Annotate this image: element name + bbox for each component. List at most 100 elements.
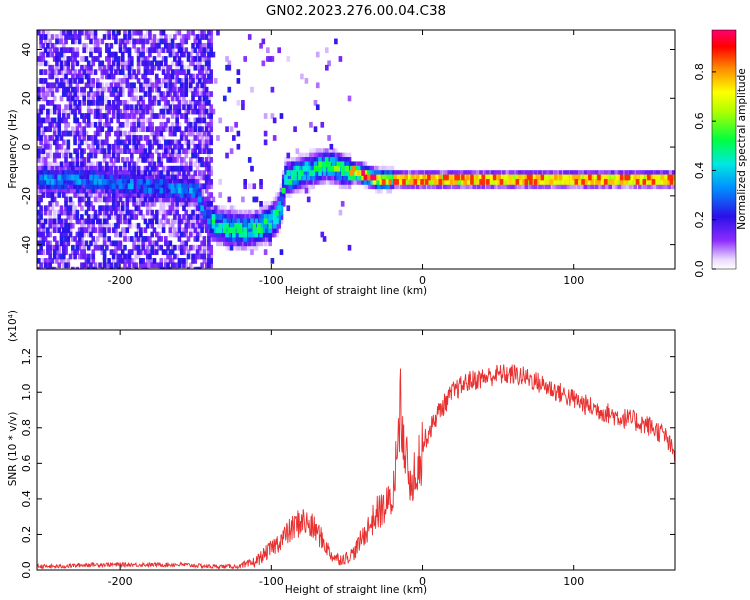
spectrogram-cell (404, 183, 409, 190)
spectrogram-cell (204, 148, 209, 154)
spectrogram-cell (290, 170, 295, 176)
spectrogram-cell (529, 170, 533, 176)
spectrogram-cell (186, 192, 191, 198)
spectrogram-cell (526, 170, 531, 176)
spectrogram-cell (188, 73, 193, 80)
spectrogram-cell (179, 130, 184, 137)
spectrogram-cell (114, 249, 118, 255)
spectrogram-cell (120, 148, 125, 154)
spectrogram-cell (123, 104, 127, 111)
spectrogram-cell (306, 170, 311, 176)
spectrogram-cell (82, 42, 86, 49)
spectrogram-cell (522, 183, 526, 190)
spectrogram-cell (585, 183, 590, 190)
spectrogram-cell (626, 170, 631, 176)
spectrogram-cell (456, 174, 461, 181)
spectrogram-cell (266, 222, 270, 229)
spectrogram-cell (98, 82, 102, 89)
spectrogram-cell (225, 152, 229, 159)
spectrogram-cell (207, 174, 211, 181)
spectrogram-cell (134, 113, 139, 119)
spectrogram-cell (127, 258, 132, 264)
spectrogram-cell (61, 249, 66, 255)
spectrogram-cell (102, 253, 107, 260)
spectrogram-cell (68, 214, 73, 220)
spectrogram-cell (136, 236, 141, 242)
spectrogram-cell (424, 179, 429, 185)
spectrogram-cell (152, 262, 157, 269)
spectrogram-cell (513, 170, 517, 176)
spectrogram-cell (134, 174, 139, 181)
spectrogram-cell (268, 214, 272, 220)
spectrogram-cell (315, 174, 320, 181)
spectrogram-cell (68, 227, 73, 234)
spectrogram-cell (136, 60, 141, 67)
spectrogram-cell (340, 165, 345, 172)
spectrogram-cell (209, 179, 213, 185)
spectrogram-cell (64, 126, 68, 133)
spectrogram-cell (48, 187, 52, 194)
spectrogram-cell (263, 240, 268, 247)
spectrogram-cell (510, 170, 515, 176)
spectrogram-cell (284, 179, 288, 185)
spectrogram-plot-area (37, 30, 675, 269)
spectrogram-cell (129, 113, 134, 119)
spectrogram-cell (39, 262, 43, 269)
spectrogram-cell (55, 240, 59, 247)
spectrogram-cell (114, 192, 118, 198)
spectrogram-cell (594, 174, 599, 181)
spectrogram-cell (486, 183, 490, 190)
spectrogram-cell (218, 218, 223, 225)
spectrogram-cell (114, 240, 118, 247)
spectrogram-cell (116, 244, 120, 251)
spectrogram-cell (141, 143, 145, 150)
spectrogram-cell (236, 69, 241, 75)
spectrogram-cell (193, 108, 198, 115)
spectrogram-cell (311, 148, 316, 154)
spectrogram-cell (277, 214, 282, 220)
spectrogram-cell (100, 104, 105, 111)
spectrogram-cell (193, 56, 198, 62)
spectrogram-cell (100, 192, 105, 198)
spectrogram-cell (216, 240, 220, 247)
spectrogram-cell (306, 174, 311, 181)
spectrogram-cell (272, 117, 277, 124)
spectrogram-cell (200, 126, 204, 133)
spectrogram-cell (200, 135, 204, 141)
spectrogram-cell (91, 165, 96, 172)
spectrogram-cell (73, 214, 77, 220)
spectrogram-cell (80, 227, 84, 234)
y-tick-label: 0 (20, 144, 33, 151)
spectrogram-cell (270, 231, 275, 238)
spectrogram-cell (198, 231, 202, 238)
spectrogram-cell (61, 262, 66, 269)
spectrogram-cell (43, 47, 48, 54)
spectrogram-cell (123, 170, 127, 176)
spectrogram-cell (141, 47, 145, 54)
spectrogram-cell (159, 91, 164, 97)
spectrogram-cell (68, 95, 73, 102)
spectrogram-cell (191, 231, 195, 238)
spectrogram-cell (98, 170, 102, 176)
spectrogram-cell (64, 60, 68, 67)
spectrogram-cell (80, 231, 84, 238)
spectrogram-cell (55, 78, 59, 84)
spectrogram-cell (132, 165, 136, 172)
spectrogram-cell (57, 86, 62, 93)
spectrogram-cell (132, 262, 136, 269)
spectrogram-cell (207, 30, 211, 36)
spectrogram-cell (84, 82, 89, 89)
spectrogram-cell (388, 174, 393, 181)
spectrogram-cell (75, 209, 80, 216)
spectrogram-cell (145, 135, 150, 141)
spectrogram-cell (390, 174, 395, 181)
spectrogram-cell (179, 200, 184, 207)
spectrogram-cell (164, 187, 168, 194)
spectrogram-cell (114, 86, 118, 93)
spectrogram-cell (68, 130, 73, 137)
spectrogram-cell (227, 240, 232, 247)
spectrogram-cell (43, 143, 48, 150)
spectrogram-cell (529, 183, 533, 190)
spectrogram-cell (95, 214, 100, 220)
spectrogram-cell (454, 179, 458, 185)
